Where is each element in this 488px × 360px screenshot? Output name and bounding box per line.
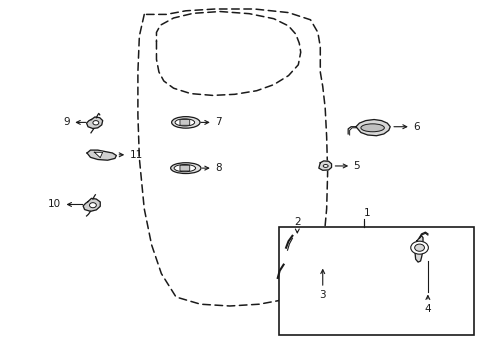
Text: 6: 6 xyxy=(412,122,419,132)
Polygon shape xyxy=(318,161,331,170)
Text: 8: 8 xyxy=(215,163,222,173)
Text: 5: 5 xyxy=(353,161,360,171)
Polygon shape xyxy=(83,198,100,211)
Text: 11: 11 xyxy=(129,150,142,160)
Ellipse shape xyxy=(175,119,194,126)
Circle shape xyxy=(410,241,427,254)
Polygon shape xyxy=(87,150,116,160)
Polygon shape xyxy=(414,236,422,262)
Text: 3: 3 xyxy=(319,290,325,300)
Polygon shape xyxy=(94,152,102,158)
Text: 4: 4 xyxy=(424,304,430,314)
Polygon shape xyxy=(86,117,102,129)
Ellipse shape xyxy=(360,124,384,132)
Circle shape xyxy=(93,121,99,125)
FancyBboxPatch shape xyxy=(180,165,189,171)
Bar xyxy=(278,227,473,335)
Circle shape xyxy=(89,203,96,208)
Text: 2: 2 xyxy=(293,217,300,227)
Circle shape xyxy=(414,244,424,251)
Ellipse shape xyxy=(323,165,327,167)
Ellipse shape xyxy=(174,165,195,172)
Text: 9: 9 xyxy=(63,117,70,127)
Polygon shape xyxy=(355,120,389,136)
FancyBboxPatch shape xyxy=(180,120,189,125)
Text: 7: 7 xyxy=(215,117,222,127)
Text: 10: 10 xyxy=(48,199,61,210)
Ellipse shape xyxy=(171,117,200,128)
Ellipse shape xyxy=(170,163,201,174)
Text: 1: 1 xyxy=(364,208,370,218)
